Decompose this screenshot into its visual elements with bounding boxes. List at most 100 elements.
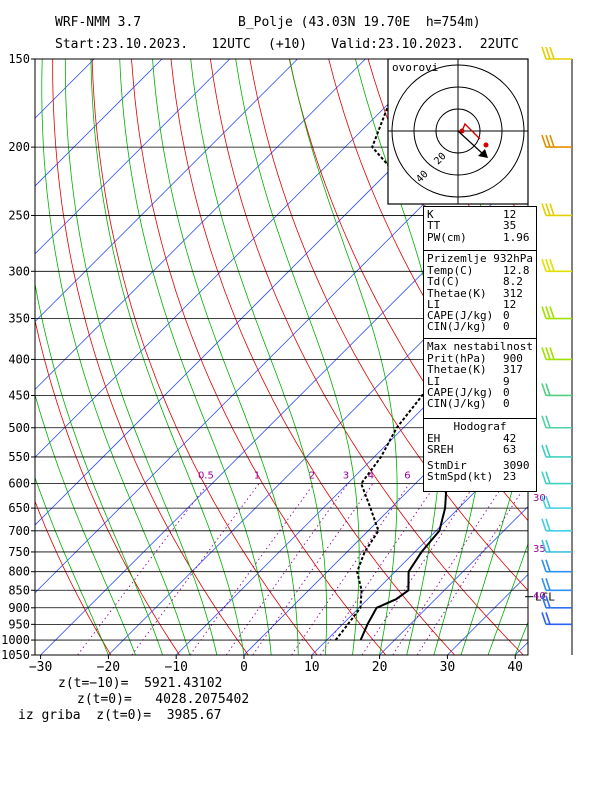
mixing-ratio-label: 6 — [404, 471, 410, 482]
isotherm-line — [40, 167, 528, 655]
wind-barb — [541, 306, 572, 320]
isotherm-line — [108, 234, 528, 655]
hodograph-end-dot — [483, 142, 489, 148]
wind-barb — [541, 539, 572, 553]
wind-barb — [541, 471, 572, 485]
temperature-tick-label: −20 — [97, 660, 120, 675]
instability-panel-title: Max nestabilnost — [427, 340, 533, 353]
mixing-ratio-line — [291, 483, 410, 655]
dewpoint-profile — [334, 59, 439, 641]
wind-barb — [541, 46, 572, 60]
indices-panel: K 12 TT 35 PW(cm) 1.96 — [423, 206, 537, 253]
pressure-tick-label: 1000 — [1, 633, 30, 647]
moist-adiabat-line — [41, 59, 191, 655]
moist-adiabat-line — [35, 281, 163, 655]
dry-adiabat-line — [525, 59, 528, 65]
mixing-ratio-line — [319, 483, 437, 655]
isotherm-line — [35, 59, 163, 187]
moist-adiabat-line — [90, 59, 245, 655]
wind-barb — [541, 383, 572, 397]
pressure-tick-label: 150 — [8, 52, 30, 66]
mixing-ratio-label: 1 — [254, 471, 260, 482]
wind-barb — [541, 259, 572, 273]
pressure-tick-label: 300 — [8, 264, 30, 278]
hodograph-panel: Hodograf EH 42 SREH 63 StmDir 3090 StmSpd(k… — [423, 418, 537, 492]
moist-adiabat-line — [64, 59, 218, 655]
height-t-minus-10: z(t=−10)= 5921.43102 — [58, 676, 223, 691]
mixing-ratio-line — [131, 483, 260, 655]
isotherm-line — [379, 506, 528, 655]
pressure-tick-label: 1050 — [1, 648, 30, 662]
pressure-tick-label: 800 — [8, 565, 30, 579]
pressure-tick-label: 700 — [8, 524, 30, 538]
height-marker-label: 40 — [533, 591, 546, 602]
mixing-ratio-label: 3 — [343, 471, 349, 482]
height-t-zero: z(t=0)= 4028.2075402 — [77, 692, 250, 707]
forecast-offset: (+10) — [268, 37, 308, 52]
temperature-tick-label: −10 — [164, 660, 187, 675]
mixing-ratio-line — [189, 483, 315, 655]
wind-barb — [541, 518, 572, 532]
hodograph-panel-title: Hodograf — [453, 420, 507, 433]
wind-barb — [541, 495, 572, 509]
k-index-row: K 12 — [427, 208, 517, 221]
wind-barb — [541, 203, 572, 217]
temperature-tick-label: 40 — [507, 660, 523, 675]
pressure-tick-label: 600 — [8, 477, 30, 491]
instability-panel: Max nestabilnost Prit(hPa) 900 Thetae(K) 3… — [423, 338, 537, 420]
mixing-ratio-line — [252, 483, 374, 655]
pressure-tick-label: 900 — [8, 601, 30, 615]
moist-adiabat-line — [235, 59, 360, 655]
storm-motion-arrowhead — [478, 149, 488, 158]
wind-barb — [541, 444, 572, 458]
station-label: B_Polje (43.03N 19.70E h=754m) — [238, 15, 481, 30]
height-t-zero-model: iz griba z(t=0)= 3985.67 — [18, 708, 222, 723]
mixing-ratio-label: 0.5 — [198, 471, 214, 482]
start-time: Start:23.10.2023. 12UTC — [55, 37, 251, 52]
pressure-tick-label: 750 — [8, 545, 30, 559]
wind-barb — [541, 415, 572, 429]
temperature-tick-label: 20 — [372, 660, 388, 675]
mixing-ratio-line — [225, 483, 349, 655]
model-label: WRF-NMM 3.7 — [55, 15, 142, 30]
wind-barb — [541, 612, 572, 626]
pressure-tick-label: 450 — [8, 388, 30, 402]
wind-barb — [541, 559, 572, 573]
hodograph-start-dot — [459, 128, 465, 134]
mixing-ratio-label: 2 — [309, 471, 315, 482]
pressure-tick-label: 350 — [8, 312, 30, 326]
isotherm-line — [35, 59, 366, 390]
isotherm-line — [35, 59, 231, 255]
lcl-label: LCL — [535, 591, 555, 604]
dry-adiabat-line — [52, 59, 249, 655]
skew-t-diagram: 1502002503003504004505005506006507007508… — [1, 46, 600, 675]
isotherm-line — [311, 438, 528, 655]
pressure-tick-label: 200 — [8, 140, 30, 154]
pressure-tick-label: 550 — [8, 450, 30, 464]
mixing-ratio-line — [77, 483, 209, 655]
dry-adiabat-line — [565, 59, 600, 655]
mixing-ratio-line — [361, 483, 476, 655]
tt-index-row: TT 35 — [427, 219, 517, 233]
wind-barb — [541, 578, 572, 592]
wind-barb — [541, 347, 572, 361]
temperature-tick-label: −30 — [29, 660, 52, 675]
temperature-tick-label: 10 — [304, 660, 320, 675]
hodograph-trace — [461, 122, 481, 140]
wind-barb — [541, 595, 572, 609]
height-marker-label: 35 — [533, 544, 546, 555]
pressure-tick-label: 250 — [8, 208, 30, 222]
temperature-tick-label: 0 — [240, 660, 248, 675]
isotherm-line — [35, 59, 298, 323]
surface-panel-title: Prizemlje 932hPa — [427, 252, 533, 265]
isotherm-line — [243, 370, 528, 655]
dry-adiabat-line — [131, 59, 387, 655]
wind-barb — [541, 134, 572, 148]
pressure-tick-label: 850 — [8, 583, 30, 597]
pressure-tick-label: 400 — [8, 352, 30, 366]
temperature-tick-label: 30 — [440, 660, 456, 675]
isotherm-line — [583, 59, 600, 655]
moist-adiabat-line — [190, 59, 328, 655]
pw-row: PW(cm) 1.96 — [427, 230, 530, 244]
pressure-tick-label: 950 — [8, 617, 30, 631]
